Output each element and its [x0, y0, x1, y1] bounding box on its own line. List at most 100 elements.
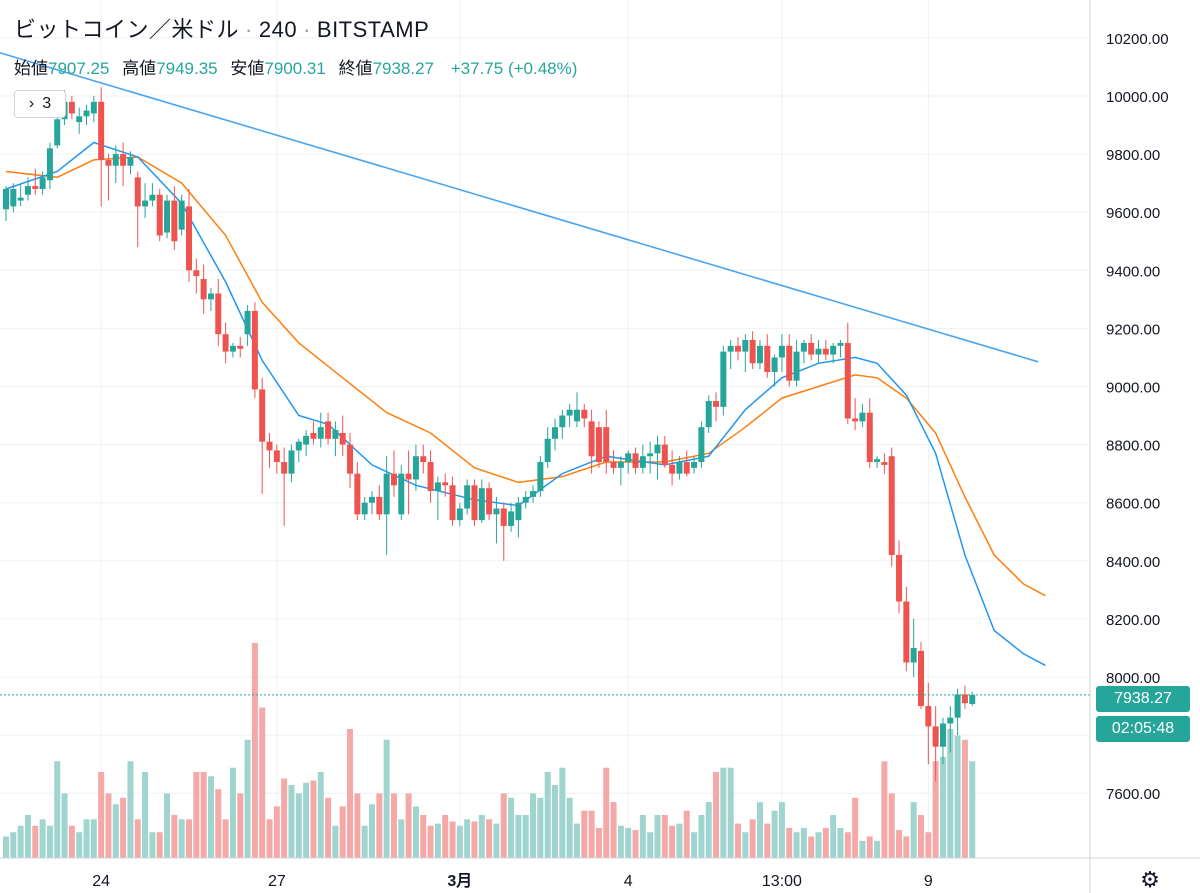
volume-bar [822, 827, 829, 858]
x-tick-label: 27 [268, 873, 286, 890]
gear-icon[interactable]: ⚙ [1140, 867, 1160, 892]
volume-bar [149, 832, 156, 858]
volume-bar [918, 815, 924, 858]
volume-bar [625, 827, 632, 858]
volume-bar [508, 797, 515, 858]
indicators-toggle-button[interactable]: › 3 [14, 90, 66, 118]
candle-body [68, 101, 75, 114]
candle-body [947, 717, 954, 724]
volume-bar [573, 823, 580, 858]
candle-body [852, 418, 859, 422]
x-tick-label: 9 [924, 873, 933, 890]
candles [3, 87, 976, 782]
volume-bar [844, 832, 851, 858]
high-label: 高値 [122, 59, 157, 78]
candle-body [442, 482, 449, 486]
candle-body [456, 508, 463, 521]
candle-body [412, 456, 419, 480]
candle-body [207, 293, 214, 300]
candle-body [317, 427, 324, 439]
volume-bar [566, 797, 573, 858]
volume-bar [903, 836, 910, 858]
candle-body [522, 496, 529, 503]
candle-body [434, 482, 441, 492]
candle-body [588, 421, 595, 457]
candle-body [603, 427, 610, 463]
candle-body [295, 441, 302, 451]
volume-bar [303, 782, 310, 858]
candle-body [932, 726, 939, 747]
volume-bar [830, 815, 837, 858]
trendline[interactable] [0, 51, 1039, 363]
candle-body [354, 473, 361, 515]
volume-bar [683, 810, 690, 858]
volume-bar [932, 761, 939, 858]
volume-bar [793, 832, 800, 858]
candle-body [105, 159, 112, 166]
candle-body [793, 351, 800, 381]
candle-body [178, 200, 185, 230]
candle-body [310, 432, 317, 439]
exchange-label: BITSTAMP [316, 17, 430, 42]
volume-bar [412, 806, 419, 858]
volume-bar [588, 810, 595, 858]
candle-body [954, 694, 961, 718]
candle-body [383, 473, 390, 515]
volume-bar [756, 802, 763, 858]
candle-body [669, 464, 676, 474]
volume-bar [369, 804, 375, 858]
open-label: 始値 [14, 59, 48, 78]
volume-bar [54, 761, 61, 858]
volume-bar [17, 825, 24, 858]
candle-body [149, 194, 156, 201]
candle-body [369, 496, 375, 503]
candle-body [39, 177, 46, 189]
candle-body [742, 340, 749, 352]
symbol-name[interactable]: ビットコイン／米ドル [14, 17, 240, 42]
candle-body [961, 694, 968, 704]
volume-bar [32, 825, 39, 858]
candle-body [398, 473, 405, 515]
volume-bar [222, 819, 229, 858]
volume-bar [552, 784, 558, 858]
candle-body [778, 345, 785, 358]
volume-bar [266, 819, 273, 858]
chart-header: ビットコイン／米ドル · 240 · BITSTAMP [14, 12, 429, 44]
volume-bar [361, 825, 368, 858]
volume-bar [251, 643, 258, 858]
candle-body [134, 177, 141, 207]
candle-body [815, 348, 822, 355]
y-tick-label: 8800.00 [1106, 438, 1160, 455]
volume-bar [896, 830, 903, 858]
candle-body [676, 462, 683, 474]
volume-bar [83, 819, 90, 858]
candle-body [98, 101, 105, 160]
volume-bar [859, 840, 866, 858]
volume-bar [874, 840, 881, 858]
x-tick-label: 24 [92, 873, 110, 890]
volume-bar [647, 832, 654, 858]
close-value: 7938.27 [372, 59, 435, 78]
volume-bar [332, 825, 339, 858]
y-tick-label: 8000.00 [1106, 670, 1160, 687]
candle-body [449, 485, 456, 521]
y-tick-label: 10000.00 [1106, 89, 1169, 106]
volume-bar [676, 823, 683, 858]
volume-bar [866, 836, 873, 858]
candle-body [910, 647, 917, 663]
volume-bar [142, 772, 149, 858]
candle-body [544, 438, 551, 463]
candle-body [405, 473, 412, 480]
candle-body [120, 154, 127, 166]
trendline-segment [0, 51, 1039, 363]
interval-label[interactable]: 240 [258, 17, 298, 42]
candle-body [332, 430, 339, 439]
candle-body [127, 157, 134, 166]
candle-body [881, 462, 888, 465]
volume-bar [544, 772, 551, 858]
candle-body [837, 342, 844, 346]
candle-body [559, 415, 566, 428]
volume-bar [193, 772, 200, 858]
